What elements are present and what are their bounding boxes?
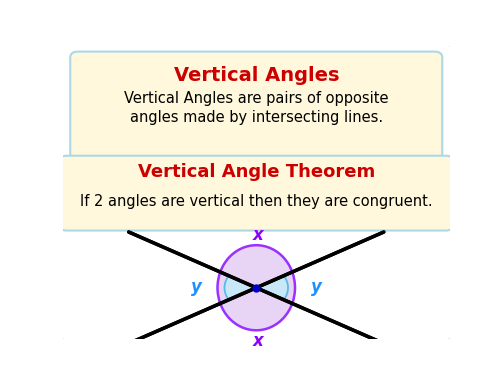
Text: Vertical Angle Theorem: Vertical Angle Theorem <box>138 163 375 181</box>
Text: x: x <box>253 226 264 244</box>
Wedge shape <box>224 276 256 300</box>
FancyBboxPatch shape <box>60 156 452 231</box>
Wedge shape <box>256 276 288 300</box>
Text: angles made by intersecting lines.: angles made by intersecting lines. <box>130 110 383 125</box>
Text: y: y <box>311 278 322 296</box>
Text: If 2 angles are vertical then they are congruent.: If 2 angles are vertical then they are c… <box>80 194 432 209</box>
FancyBboxPatch shape <box>70 51 442 160</box>
Text: x: x <box>253 331 264 349</box>
FancyBboxPatch shape <box>60 44 452 341</box>
Text: y: y <box>191 278 202 296</box>
Text: Vertical Angles are pairs of opposite: Vertical Angles are pairs of opposite <box>124 91 388 106</box>
Ellipse shape <box>218 245 295 330</box>
Text: Vertical Angles: Vertical Angles <box>174 66 339 85</box>
